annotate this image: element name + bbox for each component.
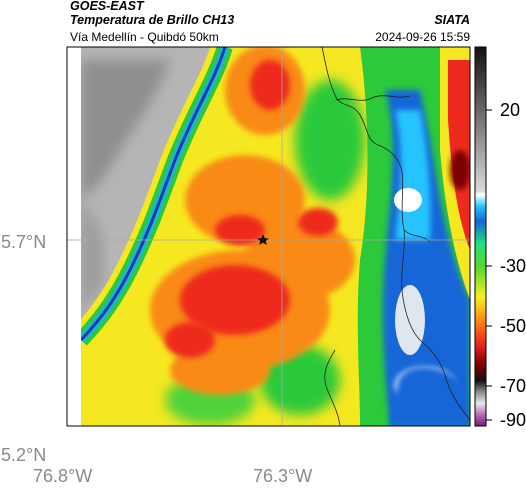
product-title: Temperatura de Brillo CH13 [70,13,235,27]
colorbar-tick-20: 20 [500,100,521,120]
timestamp-label: 2024-09-26 15:59 [375,30,470,44]
brightness-temperature-field [81,47,470,426]
colorbar-tick-minus-90: -90 [500,410,526,430]
lon-label-76-3: 76.3°W [253,466,313,486]
lon-label-76-8: 76.8°W [33,466,93,486]
lat-label-5-7: 5.7°N [1,232,47,252]
satellite-title: GOES-EAST [70,0,144,13]
region-subtitle: Vía Medellín - Quibdó 50km [70,30,219,44]
star-icon [257,234,269,245]
colorbar-tick-minus-50: -50 [500,316,526,336]
colorbar [474,46,492,427]
agency-label: SIATA [434,13,470,27]
lat-label-5-2: 5.2°N [1,445,47,465]
colorbar-tick-minus-30: -30 [500,256,526,276]
colorbar-tick-minus-70: -70 [500,376,526,396]
